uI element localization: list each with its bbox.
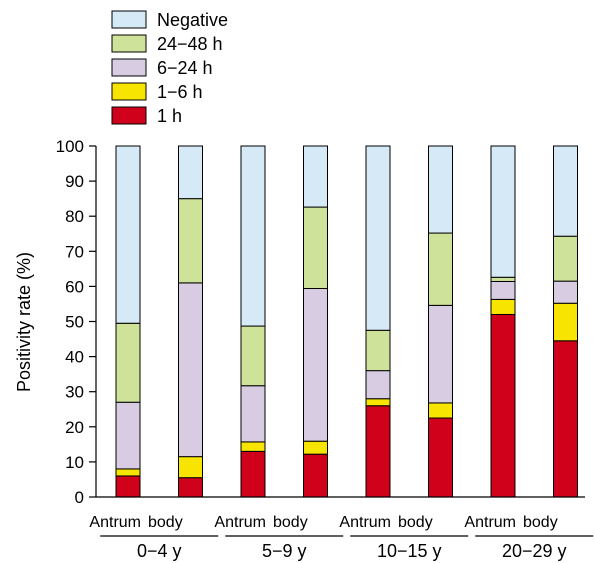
bar-segment-negative xyxy=(303,145,328,208)
category-label-body: body xyxy=(273,514,308,531)
bar-stack-6 xyxy=(428,145,453,498)
legend-swatch-24-48-h xyxy=(111,34,147,53)
bar-segment-1-h xyxy=(428,417,453,498)
bar-segment-24-48-h xyxy=(115,322,141,403)
bar-segment-negative xyxy=(365,145,391,331)
category-label-antrum: Antrum xyxy=(464,514,516,531)
y-tick-label-90: 90 xyxy=(65,172,84,191)
bar-segment-negative xyxy=(240,145,266,327)
y-axis-title: Positivity rate (%) xyxy=(14,252,34,392)
bar-segment-24-48-h xyxy=(428,232,453,306)
category-label-antrum: Antrum xyxy=(214,514,266,531)
legend-swatch-1-h xyxy=(111,106,147,125)
legend: Negative 24−48 h 6−24 h 1−6 h 1 h xyxy=(111,10,228,126)
bar-stack-7 xyxy=(490,145,516,498)
bar-segment-1-6-h xyxy=(365,398,391,407)
bar-segment-negative xyxy=(178,145,203,200)
bar-stack-5 xyxy=(365,145,391,498)
group-label-5-9-y: 5−9 y xyxy=(262,541,307,561)
legend-label-negative: Negative xyxy=(157,10,228,30)
bar-segment-24-48-h xyxy=(303,206,328,290)
category-label-body: body xyxy=(398,514,433,531)
bar-segment-negative xyxy=(115,145,141,324)
bar-segment-negative xyxy=(428,145,453,234)
bar-segment-1-h xyxy=(178,477,203,498)
bar-segment-6-24-h xyxy=(490,280,516,300)
bar-segment-1-h xyxy=(553,340,578,498)
bar-segment-1-h xyxy=(115,475,141,498)
bar-segment-1-6-h xyxy=(490,298,516,315)
bar-segment-6-24-h xyxy=(428,304,453,404)
legend-swatch-6-24-h xyxy=(111,58,147,77)
y-tick-label-60: 60 xyxy=(65,277,84,296)
bar-segment-24-48-h xyxy=(490,276,516,282)
y-axis: 0 10 20 30 40 50 60 70 80 90 100 xyxy=(56,137,97,507)
legend-label-1-h: 1 h xyxy=(157,106,182,126)
bar-segment-1-6-h xyxy=(553,302,578,342)
bar-segment-1-h xyxy=(240,450,266,498)
bar-segment-1-h xyxy=(490,313,516,498)
y-tick-label-20: 20 xyxy=(65,418,84,437)
group-label-10-15-y: 10−15 y xyxy=(377,541,442,561)
bar-segment-24-48-h xyxy=(553,235,578,282)
bar-segment-1-6-h xyxy=(428,402,453,419)
bar-segment-24-48-h xyxy=(240,325,266,387)
bar-segment-1-6-h xyxy=(303,440,328,455)
bar-stack-4 xyxy=(303,145,328,498)
bar-stack-3 xyxy=(240,145,266,498)
bar-segment-6-24-h xyxy=(365,370,391,400)
y-tick-label-30: 30 xyxy=(65,383,84,402)
legend-label-1-6-h: 1−6 h xyxy=(157,82,203,102)
y-tick-label-10: 10 xyxy=(65,453,84,472)
bar-segment-1-6-h xyxy=(115,468,141,477)
bar-segment-1-h xyxy=(365,405,391,498)
legend-swatch-1-6-h xyxy=(111,82,147,101)
bar-segment-1-6-h xyxy=(240,441,266,452)
group-label-20-29-y: 20−29 y xyxy=(502,541,567,561)
y-tick-label-80: 80 xyxy=(65,207,84,226)
bar-segment-6-24-h xyxy=(115,401,141,470)
category-label-body: body xyxy=(148,514,183,531)
y-tick-label-100: 100 xyxy=(56,137,84,156)
x-axis: Antrum body 0−4 y Antrum body 5−9 y Antrum body… xyxy=(89,496,594,561)
legend-swatch-negative xyxy=(111,10,147,29)
bar-segment-1-6-h xyxy=(178,456,203,479)
bar-stack-8 xyxy=(553,145,578,498)
bars xyxy=(115,145,578,498)
legend-label-24-48-h: 24−48 h xyxy=(157,34,223,54)
bar-segment-negative xyxy=(490,145,516,278)
bar-stack-2 xyxy=(178,145,203,498)
category-label-antrum: Antrum xyxy=(339,514,391,531)
category-label-antrum: Antrum xyxy=(89,514,141,531)
y-tick-label-40: 40 xyxy=(65,348,84,367)
bar-stack-1 xyxy=(115,145,141,498)
bar-segment-6-24-h xyxy=(240,385,266,443)
legend-label-6-24-h: 6−24 h xyxy=(157,58,213,78)
bar-segment-6-24-h xyxy=(303,288,328,442)
bar-segment-6-24-h xyxy=(553,280,578,304)
bar-segment-1-h xyxy=(303,453,328,498)
y-tick-label-70: 70 xyxy=(65,242,84,261)
bar-segment-24-48-h xyxy=(178,198,203,284)
bar-segment-24-48-h xyxy=(365,329,391,372)
category-label-body: body xyxy=(523,514,558,531)
group-label-0-4-y: 0−4 y xyxy=(137,541,182,561)
y-tick-label-50: 50 xyxy=(65,313,84,332)
bar-segment-negative xyxy=(553,145,578,237)
bar-segment-6-24-h xyxy=(178,282,203,458)
y-tick-label-0: 0 xyxy=(75,488,84,507)
